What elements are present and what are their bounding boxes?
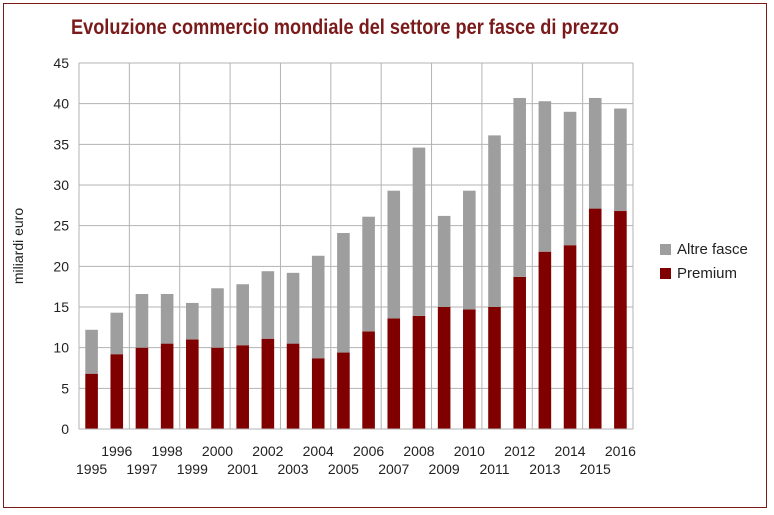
y-tick-label: 20 [53,258,69,274]
x-tick-label: 2005 [328,461,359,477]
bars [85,97,627,429]
bar-premium-2015 [588,208,602,429]
y-tick-label: 5 [61,380,69,396]
x-tick-label: 2002 [252,443,283,459]
axes: 0 5 10 15 20 25 30 35 40 45 1995 1996 1997 1998 1999 20… [53,55,636,477]
x-tick-label: 1996 [101,443,132,459]
legend-swatch [660,244,671,255]
y-tick-label: 30 [53,177,69,193]
x-tick-label: 2008 [403,443,434,459]
x-tick-label: 1997 [126,461,157,477]
bar-altre-fasce-2002 [261,271,275,339]
bar-premium-2001 [236,345,249,429]
x-tick-label: 2011 [479,461,509,477]
bar-altre-fasce-2015 [588,97,602,209]
bar-altre-fasce-1997 [135,293,149,348]
x-tick-label: 2000 [202,443,233,459]
bar-premium-1998 [160,343,174,429]
x-tick-label: 2003 [277,461,308,477]
x-tick-label: 2015 [580,461,611,477]
x-tick-label: 2013 [529,461,560,477]
bar-premium-2009 [437,307,451,429]
bar-altre-fasce-2010 [463,190,476,310]
y-tick-label: 25 [53,218,69,234]
x-tick-label: 2014 [554,443,585,459]
y-tick-label: 45 [53,55,69,71]
x-tick-label: 2009 [429,461,460,477]
bar-altre-fasce-1999 [186,302,199,340]
bar-altre-fasce-2007 [387,190,401,319]
bar-premium-2007 [387,318,401,429]
bar-altre-fasce-2008 [412,147,426,316]
x-tick-label: 2004 [303,443,334,459]
bar-altre-fasce-2014 [563,111,577,246]
y-tick-label: 40 [53,96,69,112]
legend: Altre fasce Premium [660,241,748,282]
bar-altre-fasce-1996 [110,312,124,355]
bar-premium-2005 [337,352,350,429]
bar-premium-2010 [463,309,476,429]
bar-premium-2000 [211,347,224,429]
bar-premium-1995 [85,373,98,429]
x-tick-label: 2007 [378,461,409,477]
bar-altre-fasce-2004 [311,255,325,359]
bar-premium-2014 [563,245,577,429]
chart-frame [3,3,767,508]
y-axis-label: miliardi euro [10,208,26,284]
bar-altre-fasce-2013 [538,101,552,252]
bar-altre-fasce-2011 [488,135,501,307]
bar-premium-2008 [412,315,426,429]
bar-altre-fasce-2009 [437,215,451,307]
bar-altre-fasce-2016 [614,108,627,212]
bar-premium-1997 [135,347,149,429]
bar-premium-2003 [286,343,300,429]
bar-altre-fasce-1995 [85,329,98,374]
bar-premium-1996 [110,354,124,429]
y-tick-label: 15 [53,299,69,315]
bar-premium-2011 [488,307,501,429]
bar-premium-1999 [186,339,199,429]
y-tick-label: 0 [61,421,69,437]
bar-premium-2006 [362,331,375,429]
x-tick-label: 2012 [504,443,535,459]
bar-premium-2013 [538,251,552,429]
x-tick-label: 2016 [605,443,636,459]
bar-altre-fasce-2000 [211,288,224,348]
y-tick-label: 35 [53,136,69,152]
legend-label: Premium [677,265,737,282]
x-tick-label: 2001 [227,461,258,477]
chart-title: Evoluzione commercio mondiale del settor… [71,16,619,39]
x-tick-label: 2010 [454,443,485,459]
bar-premium-2012 [513,276,526,429]
x-tick-label: 2006 [353,443,384,459]
x-tick-label: 1999 [177,461,208,477]
bar-altre-fasce-2003 [286,272,300,344]
y-tick-label: 10 [53,340,69,356]
bar-altre-fasce-1998 [160,293,174,344]
bar-premium-2002 [261,338,275,429]
bar-altre-fasce-2001 [236,284,249,346]
x-tick-label: 1998 [152,443,183,459]
legend-label: Altre fasce [677,241,748,258]
legend-swatch [660,268,671,279]
bar-altre-fasce-2005 [337,232,350,353]
bar-altre-fasce-2012 [513,97,526,277]
bar-premium-2004 [311,358,325,429]
x-tick-label: 1995 [76,461,107,477]
bar-altre-fasce-2006 [362,216,375,332]
bar-premium-2016 [614,211,627,429]
